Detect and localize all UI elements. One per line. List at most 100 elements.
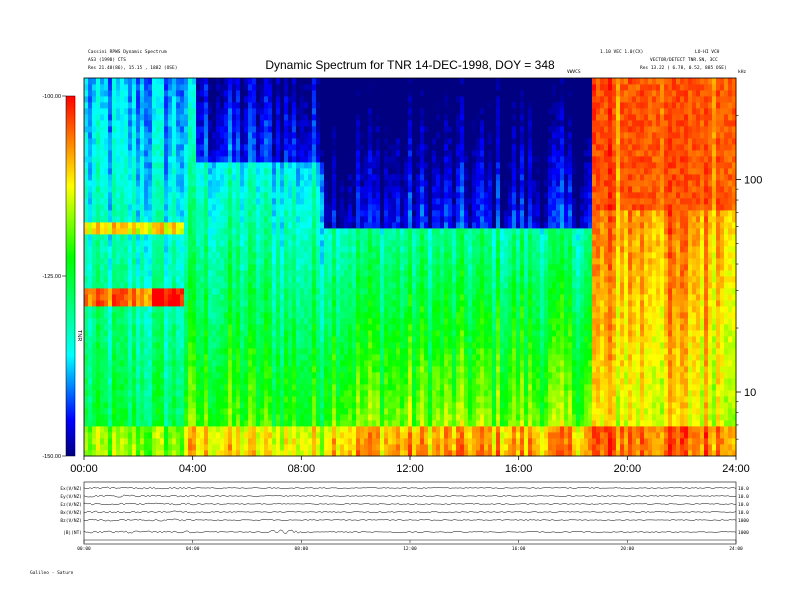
heatmap-cell bbox=[88, 408, 93, 415]
heatmap-cell bbox=[140, 306, 145, 313]
heatmap-cell bbox=[272, 240, 277, 247]
heatmap-cell bbox=[144, 264, 149, 271]
heatmap-cell bbox=[316, 420, 321, 427]
heatmap-cell bbox=[244, 144, 249, 151]
heatmap-cell bbox=[292, 210, 297, 217]
heatmap-cell bbox=[264, 312, 269, 319]
heatmap-cell bbox=[136, 300, 141, 307]
heatmap-cell bbox=[252, 198, 257, 205]
heatmap-cell bbox=[388, 216, 393, 223]
heatmap-cell bbox=[104, 294, 109, 301]
heatmap-cell bbox=[124, 210, 129, 217]
heatmap-cell bbox=[388, 186, 393, 193]
heatmap-cell bbox=[292, 174, 297, 181]
heatmap-cell bbox=[248, 258, 253, 265]
heatmap-cell bbox=[352, 150, 357, 157]
heatmap-cell bbox=[92, 234, 97, 241]
heatmap-cell bbox=[384, 234, 389, 241]
heatmap-cell bbox=[356, 420, 361, 427]
heatmap-cell bbox=[296, 360, 301, 367]
heatmap-cell bbox=[160, 282, 165, 289]
heatmap-cell bbox=[324, 330, 329, 337]
heatmap-cell bbox=[284, 222, 289, 229]
heatmap-cell bbox=[392, 318, 397, 325]
heatmap-cell bbox=[240, 300, 245, 307]
heatmap-cell bbox=[252, 390, 257, 397]
heatmap-cell bbox=[280, 444, 285, 451]
heatmap-cell bbox=[292, 126, 297, 133]
heatmap-cell bbox=[160, 444, 165, 451]
heatmap-cell bbox=[192, 294, 197, 301]
heatmap-cell bbox=[248, 408, 253, 415]
heatmap-cell bbox=[312, 150, 317, 157]
heatmap-cell bbox=[356, 408, 361, 415]
heatmap-cell bbox=[260, 168, 265, 175]
heatmap-cell bbox=[304, 102, 309, 109]
heatmap-cell bbox=[112, 162, 117, 169]
heatmap-cell bbox=[108, 288, 113, 295]
heatmap-cell bbox=[152, 168, 157, 175]
heatmap-cell bbox=[364, 102, 369, 109]
heatmap-cell bbox=[264, 432, 269, 439]
heatmap-cell bbox=[180, 234, 185, 241]
heatmap-cell bbox=[152, 300, 157, 307]
heatmap-cell bbox=[320, 216, 325, 223]
heatmap-cell bbox=[264, 300, 269, 307]
heatmap-cell bbox=[104, 78, 109, 85]
heatmap-cell bbox=[184, 276, 189, 283]
heatmap-cell bbox=[136, 336, 141, 343]
heatmap-cell bbox=[168, 198, 173, 205]
heatmap-cell bbox=[160, 348, 165, 355]
heatmap-cell bbox=[192, 84, 197, 91]
heatmap-cell bbox=[184, 282, 189, 289]
heatmap-cell bbox=[236, 414, 241, 421]
heatmap-cell bbox=[260, 144, 265, 151]
heatmap-cell bbox=[252, 204, 257, 211]
heatmap-cell bbox=[88, 420, 93, 427]
heatmap-cell bbox=[348, 132, 353, 139]
heatmap-cell bbox=[328, 144, 333, 151]
heatmap-cell bbox=[112, 318, 117, 325]
heatmap-cell bbox=[100, 168, 105, 175]
heatmap-cell bbox=[304, 234, 309, 241]
heatmap-cell bbox=[148, 336, 153, 343]
heatmap-cell bbox=[324, 366, 329, 373]
heatmap-cell bbox=[228, 414, 233, 421]
heatmap-cell bbox=[352, 252, 357, 259]
heatmap-cell bbox=[172, 132, 177, 139]
heatmap-cell bbox=[228, 432, 233, 439]
heatmap-cell bbox=[292, 180, 297, 187]
heatmap-cell bbox=[160, 276, 165, 283]
heatmap-cell bbox=[240, 450, 245, 457]
heatmap-cell bbox=[320, 228, 325, 235]
heatmap-cell bbox=[296, 432, 301, 439]
heatmap-cell bbox=[128, 102, 133, 109]
heatmap-cell bbox=[260, 96, 265, 103]
heatmap-cell bbox=[208, 270, 213, 277]
heatmap-cell bbox=[272, 390, 277, 397]
heatmap-cell bbox=[156, 132, 161, 139]
heatmap-cell bbox=[128, 378, 133, 385]
heatmap-cell bbox=[120, 144, 125, 151]
heatmap-cell bbox=[264, 450, 269, 457]
heatmap-cell bbox=[352, 384, 357, 391]
heatmap-cell bbox=[244, 336, 249, 343]
heatmap-cell bbox=[204, 438, 209, 445]
heatmap-cell bbox=[204, 138, 209, 145]
heatmap-cell bbox=[152, 108, 157, 115]
heatmap-cell bbox=[252, 414, 257, 421]
heatmap-cell bbox=[336, 156, 341, 163]
heatmap-cell bbox=[276, 420, 281, 427]
heatmap-cell bbox=[280, 276, 285, 283]
heatmap-cell bbox=[248, 90, 253, 97]
heatmap-cell bbox=[332, 156, 337, 163]
heatmap-cell bbox=[172, 84, 177, 91]
heatmap-cell bbox=[84, 264, 89, 271]
heatmap-cell bbox=[124, 222, 129, 229]
heatmap-cell bbox=[224, 192, 229, 199]
heatmap-cell bbox=[284, 276, 289, 283]
heatmap-cell bbox=[180, 306, 185, 313]
heatmap-cell bbox=[208, 120, 213, 127]
heatmap-cell bbox=[168, 288, 173, 295]
heatmap-cell bbox=[348, 360, 353, 367]
